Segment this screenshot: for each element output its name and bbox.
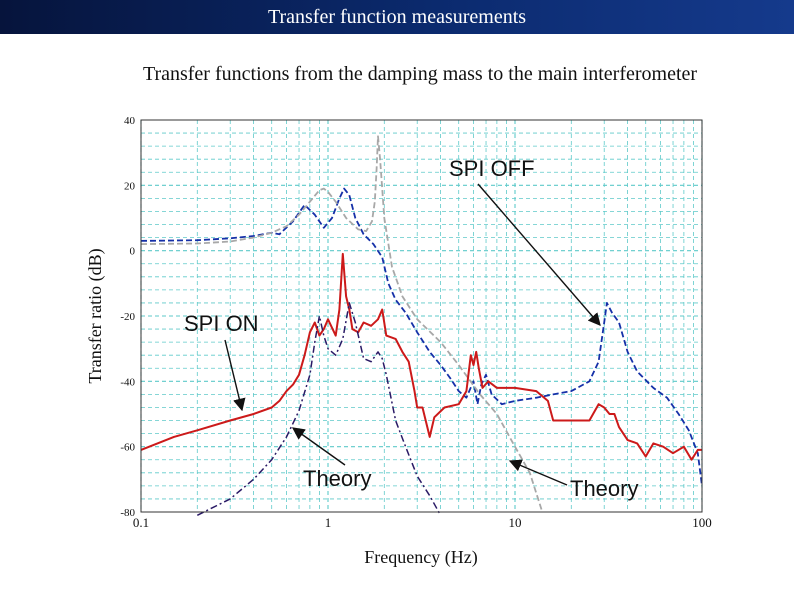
x-axis-label: Frequency (Hz) <box>364 547 477 568</box>
series-line-1 <box>140 187 703 487</box>
x-tick-label: 1 <box>325 515 332 530</box>
y-tick-label: -40 <box>120 376 135 388</box>
series-line-2 <box>140 135 544 513</box>
arrow-spi-on <box>224 339 246 412</box>
plot-frame <box>140 119 703 513</box>
series-line-4 <box>196 302 442 516</box>
series-layer <box>140 135 703 516</box>
y-tick-label: -60 <box>120 442 135 454</box>
y-tick-label: -80 <box>120 507 135 519</box>
annotation-theory-spi-off: Theory <box>570 476 638 501</box>
grid <box>140 119 703 513</box>
x-tick-label: 0.1 <box>133 515 149 530</box>
tick-labels: 40 20 0 -20 -40 -60 -800.1 1 10 100 <box>120 115 711 530</box>
x-tick-label: 100 <box>692 515 712 530</box>
y-tick-label: 40 <box>124 115 136 127</box>
y-axis-label: Transfer ratio (dB) <box>85 248 106 383</box>
annotation-spi-on: SPI ON <box>184 311 259 336</box>
slide-title: Transfer function measurements <box>267 6 527 28</box>
y-tick-label: 0 <box>130 246 136 258</box>
y-tick-label: 20 <box>124 180 136 192</box>
slide-title-bar: Transfer function measurements <box>0 0 794 34</box>
annotation-theory-spi-on: Theory <box>303 466 371 491</box>
x-tick-label: 10 <box>509 515 522 530</box>
arrow-spi-off <box>477 183 601 326</box>
annotation-spi-off: SPI OFF <box>449 156 535 181</box>
chart-title: Transfer functions from the damping mass… <box>143 63 697 85</box>
y-tick-label: -20 <box>120 311 135 323</box>
series-line-3 <box>140 252 702 461</box>
arrow-theory-spi-off <box>508 459 568 486</box>
arrow-theory-spi-on <box>291 427 346 466</box>
